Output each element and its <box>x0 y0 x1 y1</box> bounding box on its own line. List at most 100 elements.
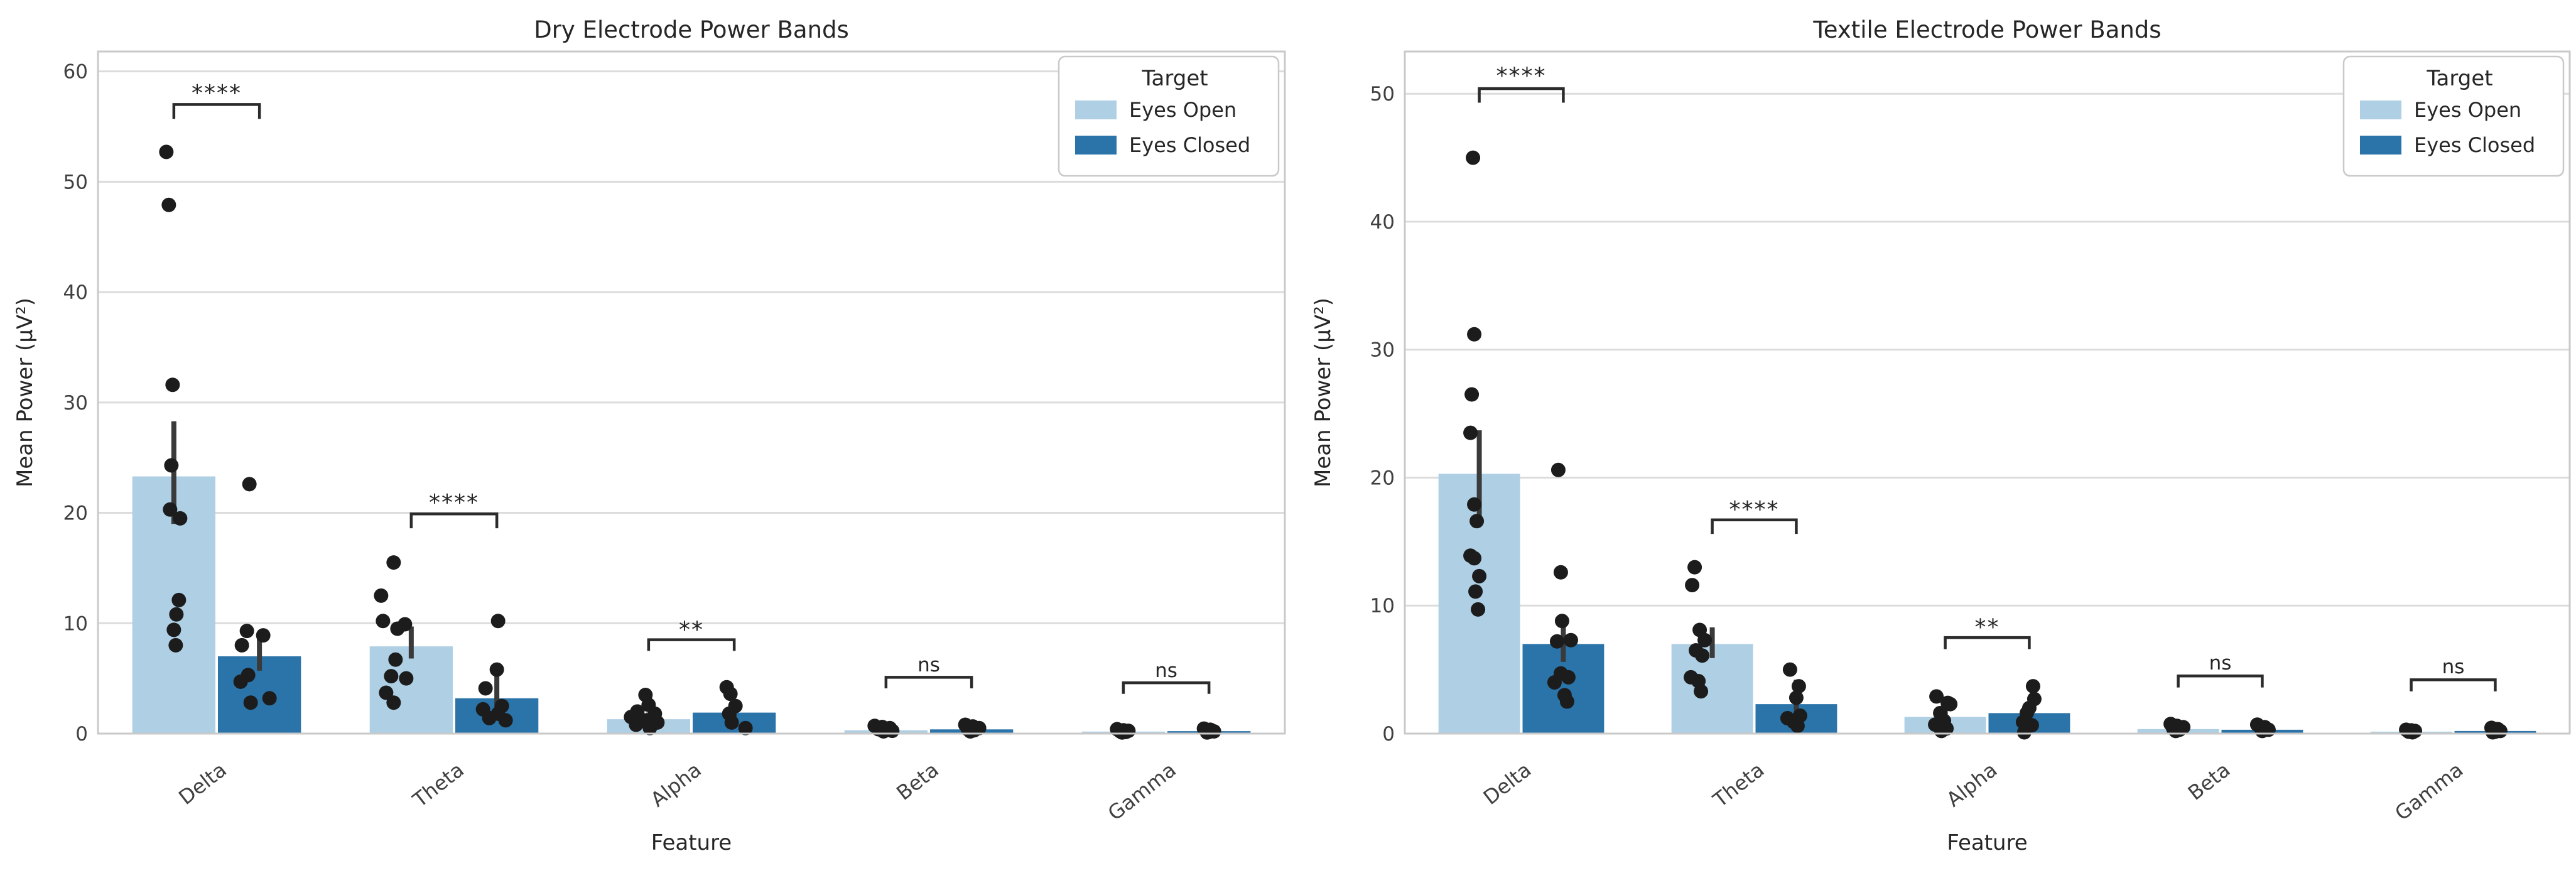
significance-bracket <box>409 512 499 529</box>
strip-point <box>171 592 187 607</box>
strip-point <box>166 622 181 637</box>
strip-point <box>161 197 176 212</box>
y-tick-label: 0 <box>1382 723 1395 746</box>
strip-point <box>239 624 254 639</box>
x-axis-label: Feature <box>1947 830 2028 855</box>
strip-point <box>169 607 184 622</box>
strip-point <box>478 681 493 696</box>
significance-bracket <box>884 676 973 688</box>
y-tick-label: 20 <box>1370 467 1395 489</box>
legend-swatch-eyes-closed <box>2360 136 2401 155</box>
strip-point <box>386 555 401 570</box>
strip-point <box>1789 690 1804 705</box>
strip-point <box>1467 551 1482 566</box>
significance-label: ns <box>2209 652 2232 675</box>
strip-point <box>1549 634 1564 649</box>
strip-point <box>723 686 738 702</box>
strip-point <box>1790 718 1805 734</box>
strip-point <box>1943 697 1958 712</box>
legend-title: Target <box>1141 66 1208 91</box>
strip-point <box>399 671 414 686</box>
significance-label: ns <box>917 654 940 676</box>
strip-point <box>384 669 399 684</box>
strip-point <box>1467 327 1482 342</box>
x-tick-label: Theta <box>408 757 468 812</box>
x-tick-label: Beta <box>892 757 943 805</box>
strip-point <box>168 637 183 653</box>
bar-eyes-open <box>1671 644 1753 734</box>
strip-point <box>724 715 739 730</box>
significance-bracket <box>2410 678 2497 691</box>
plot-border <box>97 50 1286 735</box>
x-tick-label: Delta <box>174 757 231 810</box>
strip-point <box>963 724 978 739</box>
strip-point <box>379 685 394 700</box>
significance-label: **** <box>1729 497 1780 523</box>
significance-label: ** <box>1975 615 2000 641</box>
x-tick-label: Beta <box>2184 757 2235 805</box>
significance-bracket <box>1122 681 1211 694</box>
y-tick-label: 10 <box>63 612 88 635</box>
x-tick-label: Gamma <box>2390 757 2467 825</box>
strip-point <box>256 628 271 643</box>
strip-point <box>1929 689 1944 704</box>
significance-label: ** <box>679 617 704 643</box>
y-tick-label: 0 <box>75 723 88 746</box>
strip-point <box>2025 679 2040 694</box>
strip-point <box>1550 462 1566 477</box>
x-tick-label: Gamma <box>1103 757 1181 825</box>
x-tick-label: Delta <box>1479 757 1536 810</box>
strip-point <box>243 695 258 710</box>
strip-point <box>1467 497 1482 512</box>
strip-point <box>1469 514 1485 529</box>
strip-point <box>159 144 174 160</box>
x-tick-label: Alpha <box>646 757 706 811</box>
strip-point <box>1695 648 1710 663</box>
significance-bracket <box>2177 675 2264 688</box>
chart-title: Textile Electrode Power Bands <box>1813 16 2162 43</box>
significance-bracket <box>1478 87 1565 103</box>
legend-swatch-eyes-open <box>2360 100 2401 119</box>
chart-title: Dry Electrode Power Bands <box>534 16 849 43</box>
y-tick-label: 30 <box>1370 339 1395 362</box>
strip-point <box>1782 662 1797 677</box>
strip-point <box>1464 387 1480 402</box>
legend-label: Eyes Closed <box>1129 133 1250 157</box>
strip-point <box>164 458 179 473</box>
strip-point <box>2485 725 2500 740</box>
strip-point <box>1471 602 1486 617</box>
strip-point <box>376 614 391 629</box>
strip-point <box>233 674 248 689</box>
y-tick-label: 20 <box>63 502 88 525</box>
significance-bracket <box>647 638 736 651</box>
significance-label: **** <box>429 490 479 516</box>
chart-dry-electrode: Dry Electrode Power Bands Mean Power (μV… <box>13 16 1286 855</box>
strip-point <box>1563 632 1578 648</box>
strip-point <box>2405 725 2420 740</box>
strip-point <box>163 502 178 517</box>
strip-point <box>1697 632 1713 648</box>
x-axis-label: Feature <box>651 830 732 855</box>
strip-point <box>489 662 504 677</box>
strip-point <box>1685 578 1700 593</box>
strip-point <box>242 477 257 492</box>
significance-bracket <box>172 103 261 119</box>
strip-point <box>1694 684 1709 699</box>
y-tick-label: 50 <box>1370 83 1395 106</box>
y-tick-label: 30 <box>63 392 88 415</box>
strip-point <box>1472 568 1487 583</box>
strip-point <box>1559 694 1574 709</box>
strip-point <box>374 588 389 603</box>
legend-swatch-eyes-open <box>1075 100 1117 119</box>
strip-point <box>388 652 403 667</box>
strip-point <box>386 695 401 710</box>
strip-point <box>1199 725 1215 740</box>
strip-point <box>1115 725 1130 740</box>
strip-point <box>1554 614 1569 629</box>
strip-point <box>1791 679 1806 694</box>
strip-point <box>498 713 513 728</box>
chart-textile-electrode: Textile Electrode Power Bands Mean Power… <box>1288 0 2576 873</box>
strip-point <box>1687 560 1702 575</box>
legend-label: Eyes Open <box>2414 98 2521 122</box>
